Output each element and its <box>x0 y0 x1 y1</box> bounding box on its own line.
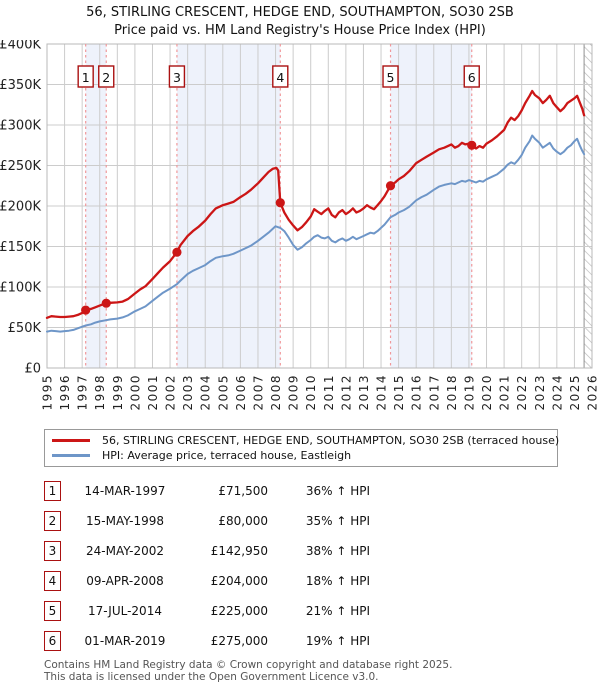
sale-price: £204,000 <box>186 574 268 588</box>
y-axis-label: £350K <box>0 78 41 93</box>
x-axis-year-label: 2008 <box>269 374 283 411</box>
x-axis-year-label: 2004 <box>199 374 213 411</box>
y-axis-label: £150K <box>0 240 41 255</box>
x-axis-year-label: 2021 <box>498 374 512 411</box>
y-axis-label: £50K <box>8 321 42 336</box>
y-axis-label: £400K <box>0 40 41 53</box>
sale-date: 17-JUL-2014 <box>64 604 186 618</box>
footer-line-2: This data is licensed under the Open Gov… <box>44 672 600 683</box>
x-axis-year-label: 2003 <box>181 374 195 411</box>
sale-number-badge: 4 <box>44 571 61 591</box>
x-axis-year-label: 2012 <box>339 374 353 411</box>
x-axis-year-label: 2007 <box>251 374 265 411</box>
page-subtitle: Price paid vs. HM Land Registry's House … <box>0 22 600 40</box>
x-axis-year-label: 2020 <box>480 374 494 411</box>
sale-price: £71,500 <box>186 484 268 498</box>
legend-label-hpi: HPI: Average price, terraced house, East… <box>102 449 351 462</box>
chart-legend: 56, STIRLING CRESCENT, HEDGE END, SOUTHA… <box>44 429 558 467</box>
x-axis-year-label: 2026 <box>586 374 600 411</box>
legend-item-hpi: HPI: Average price, terraced house, East… <box>52 448 550 463</box>
x-axis-year-label: 1996 <box>58 374 72 411</box>
sale-hpi-delta: 21% ↑ HPI <box>268 604 374 618</box>
sale-date: 14-MAR-1997 <box>64 484 186 498</box>
sale-hpi-delta: 19% ↑ HPI <box>268 634 374 648</box>
y-axis-label: £300K <box>0 119 41 134</box>
x-axis-year-label: 2000 <box>128 374 142 411</box>
x-axis-year-label: 2019 <box>462 374 476 411</box>
legend-item-price: 56, STIRLING CRESCENT, HEDGE END, SOUTHA… <box>52 433 550 448</box>
x-axis-year-label: 2011 <box>322 374 336 411</box>
sale-date: 24-MAY-2002 <box>64 544 186 558</box>
x-axis-year-label: 2017 <box>427 374 441 411</box>
x-axis-year-label: 1995 <box>41 374 55 411</box>
sale-hpi-delta: 18% ↑ HPI <box>268 574 374 588</box>
page-title: 56, STIRLING CRESCENT, HEDGE END, SOUTHA… <box>0 4 600 22</box>
sale-price: £142,950 <box>186 544 268 558</box>
sale-marker-number: 6 <box>468 70 476 85</box>
table-row: 3 24-MAY-2002 £142,950 38% ↑ HPI <box>44 536 600 566</box>
x-axis-year-label: 2016 <box>410 374 424 411</box>
table-row: 5 17-JUL-2014 £225,000 21% ↑ HPI <box>44 596 600 626</box>
sale-number-badge: 3 <box>44 541 61 561</box>
y-axis-label: £200K <box>0 200 41 215</box>
price-line-swatch <box>52 439 90 442</box>
sale-price: £80,000 <box>186 514 268 528</box>
hpi-line-swatch <box>52 454 90 457</box>
x-axis-year-label: 1998 <box>93 374 107 411</box>
x-axis-year-label: 2023 <box>533 374 547 411</box>
sale-point-marker <box>276 198 285 207</box>
sale-date: 01-MAR-2019 <box>64 634 186 648</box>
hpi-line <box>47 136 584 332</box>
x-axis-year-label: 2022 <box>515 374 529 411</box>
sale-point-marker <box>386 181 395 190</box>
sale-marker-number: 5 <box>387 70 395 85</box>
sale-point-marker <box>172 248 181 257</box>
x-axis-year-label: 2002 <box>164 374 178 411</box>
x-axis-year-label: 1999 <box>111 374 125 411</box>
x-axis-year-label: 2005 <box>216 374 230 411</box>
x-axis-year-label: 2025 <box>568 374 582 411</box>
sale-hpi-delta: 38% ↑ HPI <box>268 544 374 558</box>
x-axis-year-label: 2010 <box>304 374 318 411</box>
table-row: 1 14-MAR-1997 £71,500 36% ↑ HPI <box>44 476 600 506</box>
sale-number-badge: 6 <box>44 631 61 651</box>
sale-price: £225,000 <box>186 604 268 618</box>
x-axis-year-label: 2015 <box>392 374 406 411</box>
x-axis-year-label: 1997 <box>76 374 90 411</box>
sale-number-badge: 2 <box>44 511 61 531</box>
sale-point-marker <box>467 141 476 150</box>
x-axis-year-label: 2006 <box>234 374 248 411</box>
y-axis-label: £100K <box>0 281 41 296</box>
footer-line-1: Contains HM Land Registry data © Crown c… <box>44 660 600 672</box>
sale-marker-number: 3 <box>173 70 181 85</box>
table-row: 2 15-MAY-1998 £80,000 35% ↑ HPI <box>44 506 600 536</box>
sale-number-badge: 5 <box>44 601 61 621</box>
x-axis-year-label: 2009 <box>287 374 301 411</box>
x-axis-year-label: 2001 <box>146 374 160 411</box>
sale-hpi-delta: 35% ↑ HPI <box>268 514 374 528</box>
x-axis-year-label: 2018 <box>445 374 459 411</box>
sale-number-badge: 1 <box>44 481 61 501</box>
sale-point-marker <box>102 299 111 308</box>
sale-marker-number: 1 <box>82 70 90 85</box>
sale-date: 15-MAY-1998 <box>64 514 186 528</box>
sale-point-marker <box>81 305 90 314</box>
sale-price: £275,000 <box>186 634 268 648</box>
x-axis-year-label: 2014 <box>375 374 389 411</box>
title-block: 56, STIRLING CRESCENT, HEDGE END, SOUTHA… <box>0 0 600 40</box>
sale-date: 09-APR-2008 <box>64 574 186 588</box>
sale-marker-number: 4 <box>276 70 284 85</box>
y-axis-label: £0 <box>24 362 41 377</box>
sales-table: 1 14-MAR-1997 £71,500 36% ↑ HPI 2 15-MAY… <box>44 476 600 656</box>
sale-marker-number: 2 <box>102 70 110 85</box>
y-axis-label: £250K <box>0 159 41 174</box>
table-row: 6 01-MAR-2019 £275,000 19% ↑ HPI <box>44 626 600 656</box>
x-axis-year-label: 2013 <box>357 374 371 411</box>
legend-label-price: 56, STIRLING CRESCENT, HEDGE END, SOUTHA… <box>102 434 559 447</box>
x-axis-year-label: 2024 <box>550 374 564 411</box>
table-row: 4 09-APR-2008 £204,000 18% ↑ HPI <box>44 566 600 596</box>
sale-hpi-delta: 36% ↑ HPI <box>268 484 374 498</box>
